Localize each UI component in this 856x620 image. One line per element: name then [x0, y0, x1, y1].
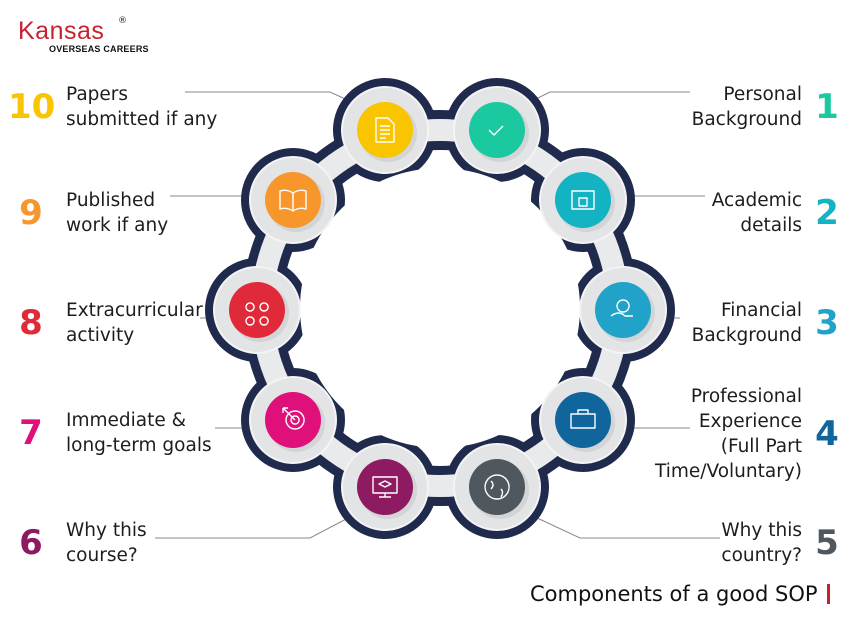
connector-6 [155, 516, 351, 539]
item-label-line: country? [721, 545, 802, 566]
node-circle-5 [469, 459, 525, 515]
item-label-line: Published [66, 190, 156, 211]
item-label-line: Experience [698, 411, 802, 432]
caption-text: Components of a good SOP [530, 582, 818, 606]
node-6 [341, 443, 429, 531]
component-item-5: Why this country? 5 [721, 518, 842, 568]
item-label: Why this country? [721, 518, 802, 568]
item-label-line: Background [691, 109, 802, 130]
item-label: Extracurricular activity [66, 298, 203, 348]
component-item-6: 6 Why this course? [8, 518, 147, 568]
component-item-9: 9 Published work if any [8, 188, 168, 238]
item-label-line: details [740, 215, 802, 236]
item-label: Why this course? [66, 518, 147, 568]
node-circle-1 [469, 102, 525, 158]
node-2 [539, 156, 627, 244]
logo-registered: ® [118, 16, 127, 26]
node-10 [341, 86, 429, 174]
item-label-line: Financial [720, 300, 802, 321]
item-number: 8 [19, 303, 43, 343]
node-circle-8 [229, 282, 285, 338]
item-label-line: (Full Part [720, 436, 802, 457]
item-number: 5 [815, 523, 839, 563]
activities-icon [245, 302, 269, 326]
item-label-line: Professional [690, 386, 802, 407]
item-label: Financial Background [692, 298, 802, 348]
diagram-caption: Components of a good SOP [530, 582, 830, 606]
item-label: Papers submitted if any [66, 82, 217, 132]
item-label-line: submitted if any [66, 109, 218, 130]
item-number: 4 [815, 414, 839, 454]
item-label-line: Time/Voluntary) [655, 461, 802, 482]
logo-tagline: OVERSEAS CAREERS [49, 44, 149, 54]
component-item-8: 8 Extracurricular activity [8, 298, 203, 348]
node-9 [249, 156, 337, 244]
component-item-1: Personal Background 1 [692, 82, 842, 132]
item-label: Professional Experience (Full Part Time/Vol… [655, 384, 802, 484]
open-book-icon [279, 189, 307, 212]
connector-5 [534, 516, 720, 539]
briefcase-clock-icon [570, 409, 596, 429]
component-item-7: 7 Immediate & long-term goals [8, 408, 212, 458]
node-5 [453, 443, 541, 531]
item-number: 2 [815, 193, 839, 233]
connector-1 [529, 91, 690, 103]
component-item-3: Financial Background 3 [692, 298, 842, 348]
graduate-certificate-icon [571, 190, 595, 210]
item-label-line: Papers [66, 84, 129, 105]
caption-accent-bar [826, 584, 830, 604]
globe-icon [484, 474, 510, 500]
item-number: 10 [8, 87, 56, 127]
component-item-4: Professional Experience (Full Part Time/Vol… [655, 384, 842, 484]
node-circle-4 [555, 392, 611, 448]
node-circle-2 [555, 172, 611, 228]
document-icon [375, 117, 395, 143]
item-label-line: Extracurricular [66, 300, 203, 321]
item-label-line: course? [66, 545, 138, 566]
node-1 [453, 86, 541, 174]
component-item-2: Academic details 2 [712, 188, 842, 238]
item-label-line: long-term goals [66, 435, 212, 456]
item-label-line: Why this [66, 520, 147, 541]
item-label: Immediate & long-term goals [66, 408, 212, 458]
monitor-graduation-icon [372, 476, 398, 498]
item-label-line: Personal [723, 84, 802, 105]
kansas-logo: Kansas ® OVERSEAS CAREERS [18, 16, 149, 54]
item-label-line: activity [66, 325, 135, 346]
node-7 [249, 376, 337, 464]
logo-brand: Kansas [18, 17, 105, 45]
item-label: Academic details [712, 188, 802, 238]
item-number: 1 [815, 87, 839, 127]
component-item-10: 10 Papers submitted if any [8, 82, 217, 132]
item-label: Published work if any [66, 188, 168, 238]
node-8 [213, 266, 301, 354]
item-number: 7 [19, 413, 43, 453]
item-label-line: Why this [721, 520, 802, 541]
target-icon [282, 407, 305, 430]
node-4 [539, 376, 627, 464]
node-3 [579, 266, 667, 354]
hand-money-icon [610, 299, 633, 317]
item-number: 9 [19, 193, 43, 233]
item-label-line: Background [691, 325, 802, 346]
item-number: 6 [19, 523, 43, 563]
checkmark-click-icon [488, 125, 504, 136]
node-circle-7 [265, 392, 321, 448]
item-label-line: work if any [66, 215, 169, 236]
item-number: 3 [815, 303, 839, 343]
item-label-line: Immediate & [66, 410, 187, 431]
item-label: Personal Background [692, 82, 802, 132]
item-label-line: Academic [711, 190, 802, 211]
node-circle-3 [595, 282, 651, 338]
